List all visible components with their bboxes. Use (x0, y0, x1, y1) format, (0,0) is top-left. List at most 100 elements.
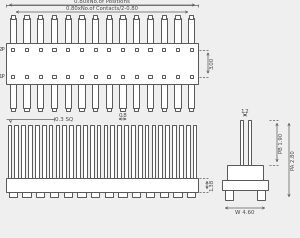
Bar (24, 15, 29, 19)
Bar (51, 18, 57, 43)
Bar (121, 48, 124, 51)
Bar (11, 75, 14, 78)
Text: 1.2: 1.2 (241, 109, 249, 114)
Bar (134, 108, 139, 111)
Bar (10, 18, 16, 43)
Bar (93, 15, 97, 19)
Bar (21, 125, 25, 178)
Bar (42, 125, 46, 178)
Bar (11, 15, 15, 19)
Bar (66, 48, 69, 51)
Bar (107, 48, 110, 51)
Bar (193, 125, 196, 178)
Bar (147, 18, 153, 43)
Bar (148, 108, 152, 111)
Bar (80, 48, 83, 51)
Bar (23, 84, 30, 108)
Bar (138, 125, 142, 178)
Text: 1P: 1P (0, 74, 5, 79)
Bar (66, 75, 69, 78)
Bar (239, 120, 242, 165)
Bar (106, 18, 112, 43)
Bar (77, 192, 86, 197)
Bar (106, 84, 112, 108)
Bar (119, 18, 126, 43)
Bar (120, 108, 125, 111)
Bar (93, 108, 97, 111)
Bar (11, 48, 14, 51)
Bar (92, 84, 98, 108)
Bar (91, 192, 99, 197)
Bar (76, 125, 80, 178)
Bar (103, 125, 107, 178)
Bar (187, 192, 195, 197)
Text: 0.3 SQ: 0.3 SQ (55, 116, 73, 122)
Bar (50, 192, 58, 197)
Bar (179, 125, 183, 178)
Bar (189, 15, 193, 19)
Bar (165, 125, 169, 178)
Text: 0.80xNo.of Positions: 0.80xNo.of Positions (74, 0, 130, 4)
Bar (107, 75, 110, 78)
Bar (64, 18, 71, 43)
Bar (83, 125, 87, 178)
Bar (107, 108, 111, 111)
Bar (147, 84, 153, 108)
Bar (158, 125, 162, 178)
Bar (24, 108, 29, 111)
Text: 3.00: 3.00 (210, 57, 215, 69)
Bar (188, 18, 194, 43)
Bar (161, 15, 166, 19)
Text: W 4.60: W 4.60 (235, 210, 255, 215)
Bar (39, 48, 42, 51)
Bar (190, 75, 193, 78)
Bar (37, 84, 44, 108)
Bar (52, 15, 56, 19)
Bar (28, 125, 32, 178)
Bar (8, 125, 11, 178)
Bar (160, 18, 167, 43)
Bar (148, 48, 152, 51)
Bar (148, 75, 152, 78)
Bar (38, 108, 43, 111)
Bar (64, 192, 72, 197)
Bar (175, 15, 180, 19)
Bar (52, 75, 56, 78)
Bar (35, 125, 39, 178)
Bar (248, 120, 250, 165)
Bar (135, 48, 138, 51)
Bar (80, 75, 83, 78)
Bar (62, 125, 66, 178)
Bar (79, 15, 84, 19)
Bar (174, 84, 181, 108)
Bar (124, 125, 128, 178)
Bar (134, 15, 139, 19)
Bar (9, 192, 17, 197)
Bar (110, 125, 114, 178)
Bar (78, 18, 85, 43)
Bar (189, 108, 193, 111)
Bar (148, 15, 152, 19)
Bar (152, 125, 155, 178)
Bar (105, 192, 113, 197)
Bar (135, 75, 138, 78)
Bar (227, 165, 263, 180)
Bar (174, 18, 181, 43)
Bar (121, 75, 124, 78)
Bar (118, 192, 127, 197)
Bar (175, 108, 180, 111)
Bar (92, 18, 98, 43)
Bar (11, 108, 15, 111)
Bar (176, 75, 179, 78)
Text: PA 2.80: PA 2.80 (291, 150, 296, 170)
Bar (173, 192, 181, 197)
Bar (23, 18, 30, 43)
Bar (65, 108, 70, 111)
Bar (38, 15, 43, 19)
Bar (94, 75, 97, 78)
Bar (107, 15, 111, 19)
Bar (172, 125, 176, 178)
Text: 0.8: 0.8 (118, 113, 127, 118)
Bar (56, 125, 59, 178)
Text: PB 1.90: PB 1.90 (279, 132, 284, 153)
